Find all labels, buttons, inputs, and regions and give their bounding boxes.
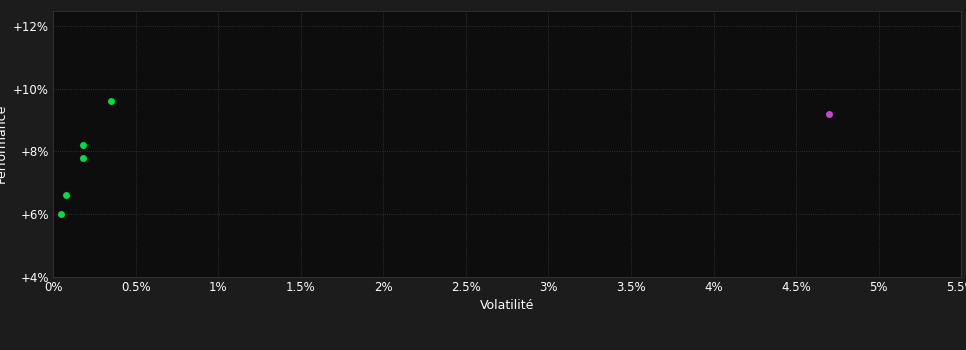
X-axis label: Volatilité: Volatilité (480, 299, 534, 312)
Point (103, 98, 119, 104)
Point (54, 211, 70, 217)
Point (821, 111, 837, 117)
Point (75, 155, 91, 160)
Point (59, 193, 74, 198)
Point (75, 142, 91, 148)
Y-axis label: Performance: Performance (0, 104, 8, 183)
